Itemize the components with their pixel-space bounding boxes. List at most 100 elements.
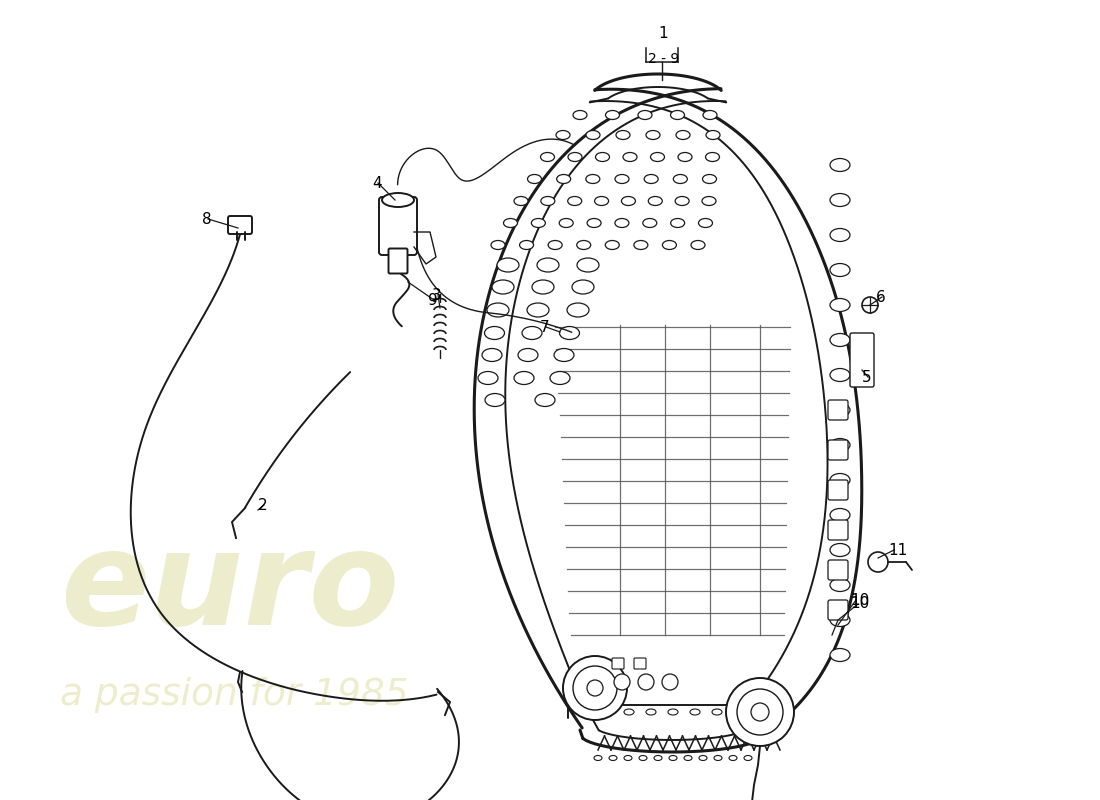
Ellipse shape — [566, 303, 588, 317]
Ellipse shape — [522, 326, 542, 339]
Ellipse shape — [678, 153, 692, 162]
Ellipse shape — [729, 755, 737, 761]
Ellipse shape — [548, 241, 562, 250]
Text: a passion for 1985: a passion for 1985 — [60, 677, 408, 713]
FancyBboxPatch shape — [828, 480, 848, 500]
Ellipse shape — [497, 258, 519, 272]
Ellipse shape — [691, 241, 705, 250]
Text: 2 - 9: 2 - 9 — [648, 52, 680, 66]
Ellipse shape — [744, 755, 752, 761]
Ellipse shape — [616, 130, 630, 139]
Circle shape — [726, 678, 794, 746]
Ellipse shape — [703, 174, 716, 183]
Ellipse shape — [487, 303, 509, 317]
Text: 10: 10 — [850, 596, 869, 611]
Ellipse shape — [830, 229, 850, 242]
Ellipse shape — [535, 394, 556, 406]
Ellipse shape — [623, 153, 637, 162]
Ellipse shape — [830, 298, 850, 311]
Ellipse shape — [485, 394, 505, 406]
Circle shape — [587, 680, 603, 696]
Circle shape — [862, 297, 878, 313]
Circle shape — [662, 674, 678, 690]
Ellipse shape — [684, 755, 692, 761]
Ellipse shape — [706, 130, 721, 139]
Ellipse shape — [554, 349, 574, 362]
Text: 7: 7 — [540, 320, 550, 335]
Ellipse shape — [830, 614, 850, 626]
Ellipse shape — [668, 709, 678, 715]
Circle shape — [614, 674, 630, 690]
Ellipse shape — [646, 709, 656, 715]
Ellipse shape — [519, 241, 534, 250]
Circle shape — [563, 656, 627, 720]
Ellipse shape — [705, 153, 719, 162]
Ellipse shape — [654, 755, 662, 761]
Ellipse shape — [624, 755, 632, 761]
Ellipse shape — [580, 709, 590, 715]
Ellipse shape — [671, 110, 684, 119]
Text: 1: 1 — [658, 26, 668, 41]
Ellipse shape — [830, 334, 850, 346]
Ellipse shape — [573, 110, 587, 119]
Ellipse shape — [714, 755, 722, 761]
FancyBboxPatch shape — [379, 197, 417, 255]
Ellipse shape — [484, 326, 505, 339]
Ellipse shape — [576, 241, 591, 250]
Ellipse shape — [648, 197, 662, 206]
Ellipse shape — [560, 326, 580, 339]
Ellipse shape — [634, 241, 648, 250]
FancyBboxPatch shape — [828, 560, 848, 580]
Ellipse shape — [518, 349, 538, 362]
Text: 11: 11 — [888, 543, 907, 558]
Ellipse shape — [559, 218, 573, 227]
Ellipse shape — [662, 241, 676, 250]
Circle shape — [638, 674, 654, 690]
Ellipse shape — [830, 194, 850, 206]
Ellipse shape — [830, 649, 850, 662]
Ellipse shape — [734, 709, 744, 715]
FancyBboxPatch shape — [828, 440, 848, 460]
Ellipse shape — [638, 110, 652, 119]
Ellipse shape — [556, 130, 570, 139]
Ellipse shape — [830, 509, 850, 522]
Text: 2: 2 — [258, 498, 267, 513]
Circle shape — [737, 689, 783, 735]
Ellipse shape — [830, 263, 850, 277]
FancyBboxPatch shape — [612, 658, 624, 669]
Text: 10: 10 — [850, 593, 869, 608]
Ellipse shape — [650, 153, 664, 162]
Ellipse shape — [594, 755, 602, 761]
Circle shape — [751, 703, 769, 721]
Ellipse shape — [568, 197, 582, 206]
Ellipse shape — [382, 193, 414, 207]
Ellipse shape — [830, 578, 850, 591]
Ellipse shape — [830, 543, 850, 557]
Ellipse shape — [690, 709, 700, 715]
Text: 4: 4 — [372, 176, 382, 191]
FancyBboxPatch shape — [388, 249, 407, 274]
Ellipse shape — [528, 174, 541, 183]
Text: 5: 5 — [862, 370, 871, 385]
Ellipse shape — [646, 130, 660, 139]
Ellipse shape — [645, 174, 658, 183]
Ellipse shape — [491, 241, 505, 250]
FancyBboxPatch shape — [828, 400, 848, 420]
Ellipse shape — [605, 110, 619, 119]
Ellipse shape — [568, 153, 582, 162]
Ellipse shape — [531, 218, 546, 227]
Ellipse shape — [621, 197, 636, 206]
Ellipse shape — [586, 130, 600, 139]
Text: 9: 9 — [428, 293, 438, 308]
Ellipse shape — [602, 709, 612, 715]
Ellipse shape — [698, 218, 713, 227]
Ellipse shape — [624, 709, 634, 715]
FancyBboxPatch shape — [634, 658, 646, 669]
Text: 3: 3 — [432, 288, 442, 303]
Ellipse shape — [578, 258, 600, 272]
Ellipse shape — [541, 197, 554, 206]
Text: 6: 6 — [876, 290, 886, 305]
Ellipse shape — [703, 110, 717, 119]
Ellipse shape — [830, 158, 850, 171]
Ellipse shape — [537, 258, 559, 272]
